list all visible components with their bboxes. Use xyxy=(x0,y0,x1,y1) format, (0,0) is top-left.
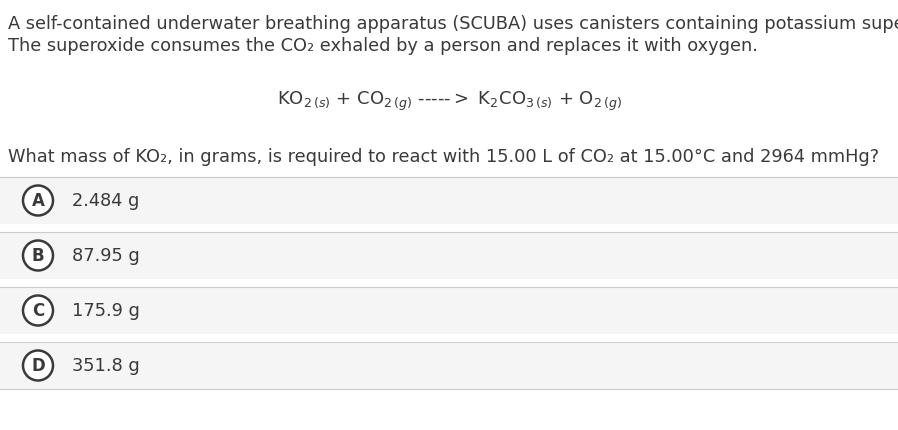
Text: D: D xyxy=(31,356,45,375)
Text: What mass of KO₂, in grams, is required to react with 15.00 L of CO₂ at 15.00°C : What mass of KO₂, in grams, is required … xyxy=(8,147,879,166)
Bar xyxy=(0,287,898,334)
Text: 2.484 g: 2.484 g xyxy=(72,192,139,210)
Bar xyxy=(0,233,898,280)
Text: C: C xyxy=(31,302,44,320)
Text: The superoxide consumes the CO₂ exhaled by a person and replaces it with oxygen.: The superoxide consumes the CO₂ exhaled … xyxy=(8,37,758,55)
Circle shape xyxy=(23,351,53,381)
Circle shape xyxy=(23,186,53,216)
Text: KO$_{2\,(s)}$ + CO$_{2\,(g)}$ -----$>$ K$_2$CO$_{3\,(s)}$ + O$_{2\,(g)}$: KO$_{2\,(s)}$ + CO$_{2\,(g)}$ -----$>$ K… xyxy=(277,90,621,113)
Text: 87.95 g: 87.95 g xyxy=(72,247,140,265)
Text: 351.8 g: 351.8 g xyxy=(72,356,140,375)
Circle shape xyxy=(23,296,53,326)
Circle shape xyxy=(23,241,53,271)
Text: 175.9 g: 175.9 g xyxy=(72,302,140,320)
Text: A: A xyxy=(31,192,44,210)
Text: B: B xyxy=(31,247,44,265)
Text: A self-contained underwater breathing apparatus (SCUBA) uses canisters containin: A self-contained underwater breathing ap… xyxy=(8,15,898,33)
Bar xyxy=(0,178,898,224)
Bar xyxy=(0,342,898,389)
